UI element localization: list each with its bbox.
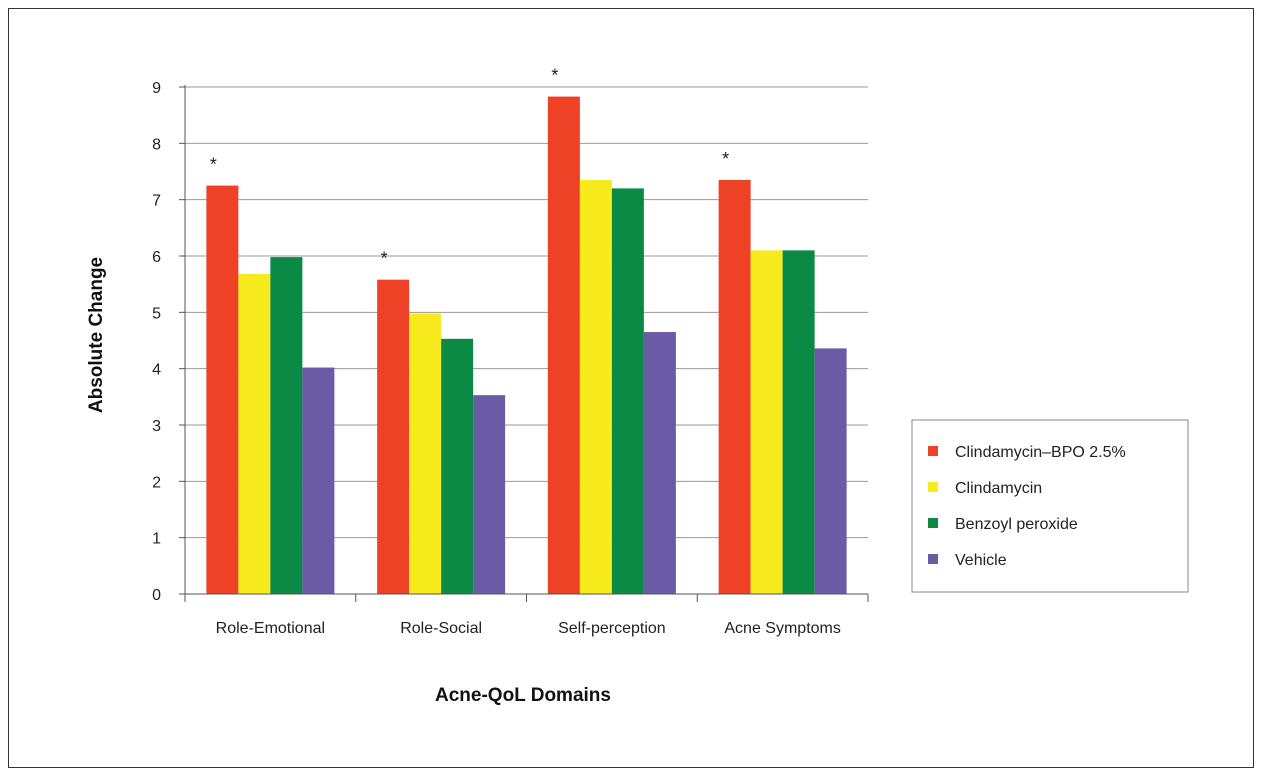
y-tick-label: 5 [152,305,161,322]
legend-label: Clindamycin–BPO 2.5% [955,444,1126,461]
legend-swatch [928,446,938,456]
bar [238,274,271,594]
x-tick-label: Role-Emotional [216,620,325,637]
bar [814,348,847,594]
legend-swatch [928,482,938,492]
bar [643,332,676,594]
significance-star: * [381,249,388,269]
legend-swatch [928,554,938,564]
legend: Clindamycin–BPO 2.5% Clindamycin Benzoyl p… [911,419,1189,593]
bar [579,179,612,594]
y-axis-title: Absolute Change [86,257,107,413]
bar [206,185,239,595]
x-tick-label: Role-Social [400,620,482,637]
x-tick-label: Self-perception [558,620,666,637]
bar [611,188,644,594]
y-tick-label: 6 [152,249,161,266]
axes [179,85,869,602]
x-tick-labels: Role-Emotional Role-Social Self-perception… [216,620,841,637]
significance-star: * [722,149,729,169]
y-tick-label: 7 [152,193,161,210]
y-tick-label: 2 [152,474,161,491]
y-tick-label: 0 [152,587,161,604]
bar [750,250,783,594]
legend-label: Benzoyl peroxide [955,516,1078,533]
bar [377,279,410,594]
y-tick-label: 1 [152,531,161,548]
bar [302,367,335,594]
legend-label: Clindamycin [955,480,1042,497]
y-tick-label: 8 [152,136,161,153]
bar [441,338,474,594]
x-tick-label: Acne Symptoms [724,620,840,637]
y-tick-label: 9 [152,80,161,97]
significance-star: * [210,155,217,175]
legend-box [911,419,1189,593]
legend-label: Vehicle [955,552,1007,569]
bar [409,313,442,594]
significance-markers: * * * * [210,66,729,269]
bar [547,96,580,595]
x-axis-title: Acne-QoL Domains [435,685,611,706]
y-tick-label: 3 [152,418,161,435]
bar [270,257,303,594]
bar [473,395,506,594]
bar [782,250,815,594]
bar [718,179,751,594]
y-tick-label: 4 [152,362,161,379]
y-tick-labels: 0 1 2 3 4 5 6 7 8 9 [152,80,161,604]
significance-star: * [551,66,558,86]
legend-swatch [928,518,938,528]
bars [206,96,847,595]
